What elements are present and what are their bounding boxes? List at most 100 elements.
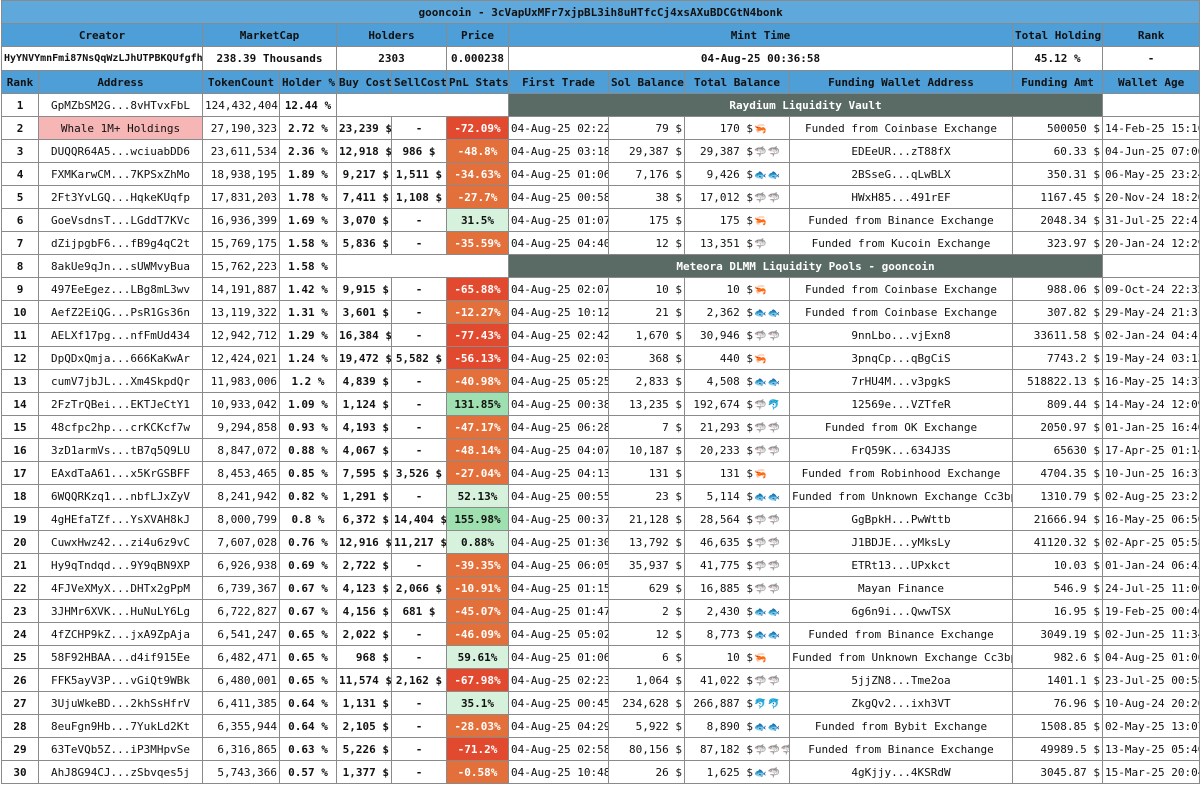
row-funding-wallet[interactable]: Funded from Robinhood Exchange <box>789 461 1013 485</box>
row-sell-cost: - <box>391 277 447 301</box>
row-funding-wallet[interactable]: FrQ59K...634J3S <box>789 438 1013 462</box>
row-wallet-age: 14-May-24 12:09 <box>1101 392 1200 416</box>
row-rank: 26 <box>1 668 39 692</box>
row-address[interactable]: 2FzTrQBei...EKTJeCtY1 <box>38 392 203 416</box>
row-token-count: 6,316,865 <box>202 737 280 761</box>
row-holder-pct: 2.72 % <box>279 116 337 140</box>
row-funding-wallet[interactable]: Funded from Binance Exchange <box>789 208 1013 232</box>
row-token-count: 13,119,322 <box>202 300 280 324</box>
row-sol-balance: 13,235 $ <box>608 392 685 416</box>
row-funding-wallet[interactable]: 9nnLbo...vjExn8 <box>789 323 1013 347</box>
row-token-count: 10,933,042 <box>202 392 280 416</box>
row-funding-wallet[interactable]: Funded from Binance Exchange <box>789 737 1013 761</box>
row-address[interactable]: 6WQQRKzq1...nbfLJxZyV <box>38 484 203 508</box>
col-address: Address <box>38 70 203 94</box>
row-funding-wallet[interactable]: Funded from Unknown Exchange Cc3bpP <box>789 645 1013 669</box>
row-buy-cost: 1,124 $ <box>336 392 392 416</box>
row-token-count: 27,190,323 <box>202 116 280 140</box>
row-funding-wallet[interactable]: GgBpkH...PwWttb <box>789 507 1013 531</box>
row-address[interactable]: 497EeEgez...LBg8mL3wv <box>38 277 203 301</box>
row-wallet-age: 02-Jun-25 11:34 <box>1101 622 1200 646</box>
table-row: 12 DpQDxQmja...666KaKwAr 12,424,021 1.24 % 1… <box>1 346 1200 370</box>
row-funding-wallet[interactable]: Funded from Coinbase Exchange <box>789 116 1013 140</box>
row-sol-balance: 26 $ <box>608 760 685 784</box>
row-address[interactable]: Hy9qTndqd...9Y9qBN9XP <box>38 553 203 577</box>
row-buy-cost: 5,226 $ <box>336 737 392 761</box>
row-rank: 13 <box>1 369 39 393</box>
row-funding-wallet[interactable]: Funded from Coinbase Exchange <box>789 277 1013 301</box>
row-address[interactable]: 4gHEfaTZf...YsXVAH8kJ <box>38 507 203 531</box>
row-funding-wallet[interactable]: Mayan Finance <box>789 576 1013 600</box>
row-address[interactable]: FXMKarwCM...7KPSxZhMo <box>38 162 203 186</box>
row-funding-wallet[interactable]: 6g6n9i...QwwTSX <box>789 599 1013 623</box>
row-address[interactable]: DpQDxQmja...666KaKwAr <box>38 346 203 370</box>
fish-icon: 🐟 <box>754 307 767 319</box>
row-address[interactable]: cumV7jbJL...Xm4SkpdQr <box>38 369 203 393</box>
row-sell-cost: - <box>391 231 447 255</box>
row-address[interactable]: 3UjuWkeBD...2khSsHfrV <box>38 691 203 715</box>
row-address[interactable]: 63TeVQb5Z...iP3MHpvSe <box>38 737 203 761</box>
row-funding-wallet[interactable]: Funded from Kucoin Exchange <box>789 231 1013 255</box>
row-funding-wallet[interactable]: ETRt13...UPxkct <box>789 553 1013 577</box>
row-address[interactable]: 4FJVeXMyX...DHTx2gPpM <box>38 576 203 600</box>
row-funding-wallet[interactable]: Funded from Coinbase Exchange <box>789 300 1013 324</box>
whale-holdings-label[interactable]: Whale 1M+ Holdings <box>38 116 203 140</box>
row-funding-wallet[interactable]: 2BSseG...qLwBLX <box>789 162 1013 186</box>
row-holder-pct: 1.78 % <box>279 185 337 209</box>
row-total-balance: 131 $🦐 <box>684 461 790 485</box>
row-address[interactable]: GpMZbSM2G...8vHTvxFbL <box>38 93 203 117</box>
row-address[interactable]: DUQQR64A5...wciuabDD6 <box>38 139 203 163</box>
row-funding-wallet[interactable]: J1BDJE...yMksLy <box>789 530 1013 554</box>
row-address[interactable]: 4fZCHP9kZ...jxA9ZpAja <box>38 622 203 646</box>
row-sell-cost: 2,162 $ <box>391 668 447 692</box>
row-funding-wallet[interactable]: ZkgQv2...ixh3VT <box>789 691 1013 715</box>
row-funding-amt: 500050 $ <box>1012 116 1103 140</box>
row-address[interactable]: 48cfpc2hp...crKCKcf7w <box>38 415 203 439</box>
row-address[interactable]: AefZ2EiQG...PsR1Gs36n <box>38 300 203 324</box>
row-address[interactable]: GoeVsdnsT...LGddT7KVc <box>38 208 203 232</box>
row-buy-cost: 4,156 $ <box>336 599 392 623</box>
row-address[interactable]: 58F92HBAA...d4if915Ee <box>38 645 203 669</box>
row-address[interactable]: 8euFgn9Hb...7YukLd2Kt <box>38 714 203 738</box>
row-pnl: -45.07% <box>446 599 509 623</box>
row-token-count: 12,424,021 <box>202 346 280 370</box>
row-address[interactable]: 2Ft3YvLGQ...HqkeKUqfp <box>38 185 203 209</box>
row-pnl: 131.85% <box>446 392 509 416</box>
row-funding-wallet[interactable]: 4gKjjy...4KSRdW <box>789 760 1013 784</box>
row-sell-cost: 1,108 $ <box>391 185 447 209</box>
row-wallet-age: 02-May-25 13:07 <box>1101 714 1200 738</box>
row-funding-wallet[interactable]: 5jjZN8...Tme2oa <box>789 668 1013 692</box>
shrimp-icon: 🦐 <box>754 123 767 135</box>
row-funding-wallet[interactable]: Funded from OK Exchange <box>789 415 1013 439</box>
row-funding-wallet[interactable]: EDEeUR...zT88fX <box>789 139 1013 163</box>
row-funding-wallet[interactable]: Funded from Binance Exchange <box>789 622 1013 646</box>
row-sell-cost: - <box>391 645 447 669</box>
row-address[interactable]: EAxdTaA61...x5KrGSBFF <box>38 461 203 485</box>
row-sol-balance: 13,792 $ <box>608 530 685 554</box>
table-row: 14 2FzTrQBei...EKTJeCtY1 10,933,042 1.09 % 1… <box>1 392 1200 416</box>
row-address[interactable]: CuwxHwz42...zi4u6z9vC <box>38 530 203 554</box>
row-address[interactable]: AELXf17pg...nfFmUd434 <box>38 323 203 347</box>
col-rank: Rank <box>1 70 39 94</box>
row-address[interactable]: 8akUe9qJn...sUWMvyBua <box>38 254 203 278</box>
row-funding-wallet[interactable]: 3pnqCp...qBgCiS <box>789 346 1013 370</box>
row-funding-amt: 307.82 $ <box>1012 300 1103 324</box>
row-funding-wallet[interactable]: Funded from Bybit Exchange <box>789 714 1013 738</box>
row-address[interactable]: FFK5ayV3P...vGiQt9WBk <box>38 668 203 692</box>
row-address[interactable]: AhJ8G94CJ...zSbvqes5j <box>38 760 203 784</box>
row-funding-wallet[interactable]: 7rHU4M...v3pgkS <box>789 369 1013 393</box>
row-buy-cost: 1,131 $ <box>336 691 392 715</box>
row-funding-wallet[interactable]: HWxH85...491rEF <box>789 185 1013 209</box>
row-pnl: -56.13% <box>446 346 509 370</box>
row-holder-pct: 1.24 % <box>279 346 337 370</box>
creator-address[interactable]: HyYNVYmnFmi87NsQqWzLJhUTPBKQUfgfhdbBa554… <box>1 46 203 71</box>
row-address[interactable]: dZijpgbF6...fB9g4qC2t <box>38 231 203 255</box>
row-sell-cost: 3,526 $ <box>391 461 447 485</box>
row-funding-wallet[interactable]: Funded from Unknown Exchange Cc3bpP <box>789 484 1013 508</box>
row-funding-wallet[interactable]: 12569e...VZTfeR <box>789 392 1013 416</box>
row-address[interactable]: 3zD1armVs...tB7q5Q9LU <box>38 438 203 462</box>
row-wallet-age: 19-Feb-25 00:40 <box>1101 599 1200 623</box>
row-address[interactable]: 3JHMr6XVK...HuNuLY6Lg <box>38 599 203 623</box>
row-total-balance: 2,362 $🐟🐟 <box>684 300 790 324</box>
row-sol-balance: 131 $ <box>608 461 685 485</box>
